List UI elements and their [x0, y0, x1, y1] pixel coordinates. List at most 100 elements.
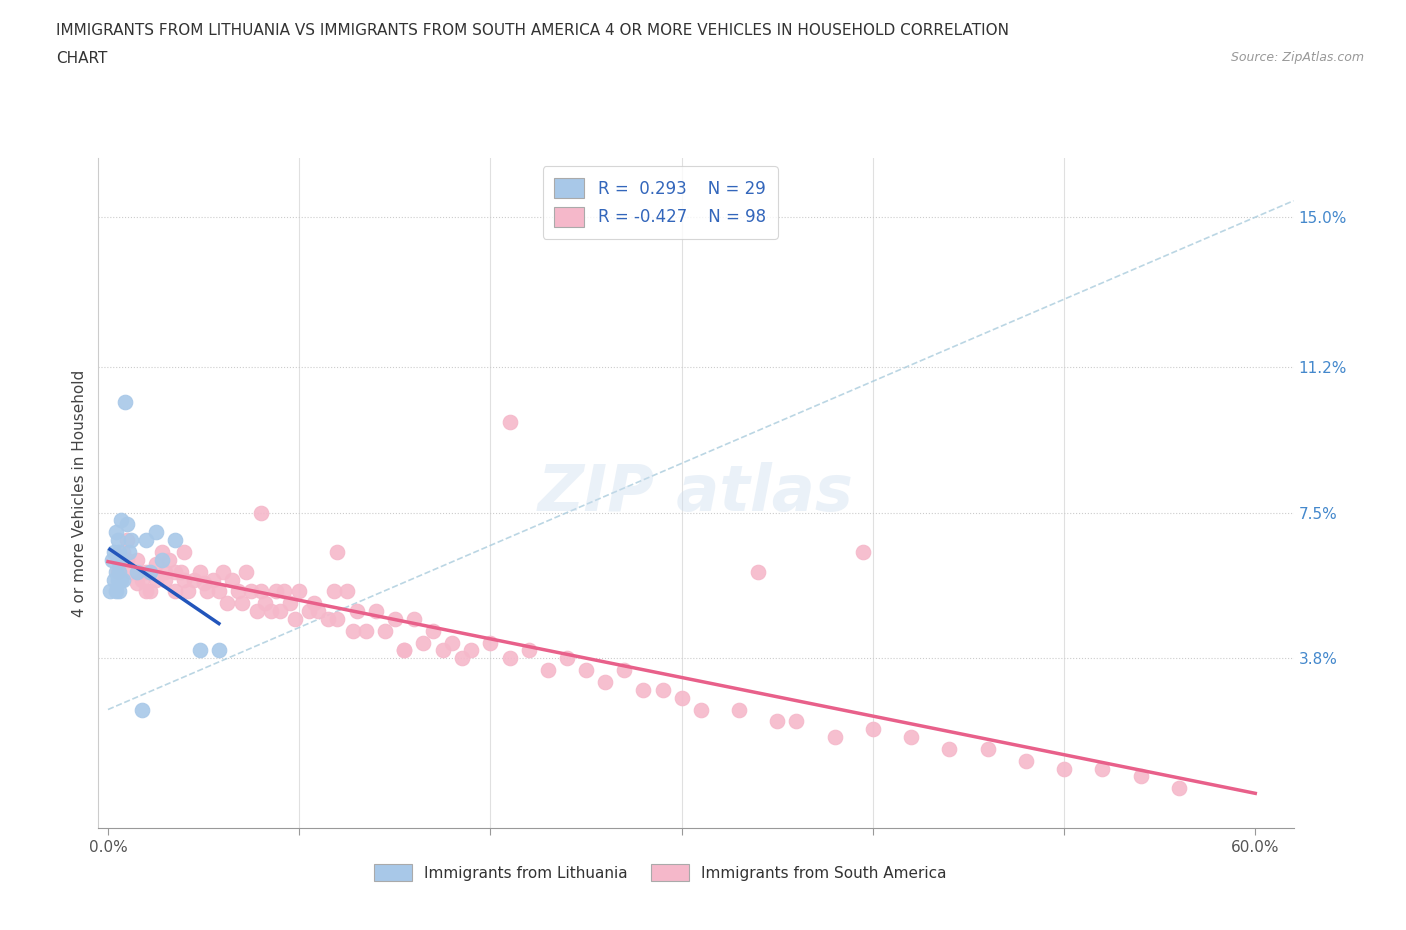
Point	[163, 533, 186, 548]
Point	[145, 556, 167, 571]
Point	[231, 596, 253, 611]
Point	[288, 584, 311, 599]
Point	[150, 552, 173, 567]
Point	[450, 651, 472, 666]
Text: ZIP atlas: ZIP atlas	[538, 462, 853, 524]
Point	[498, 415, 520, 430]
Point	[273, 584, 295, 599]
Point	[976, 741, 998, 756]
Point	[202, 572, 225, 587]
Point	[110, 572, 132, 587]
Point	[766, 714, 789, 729]
Point	[107, 552, 129, 567]
Point	[208, 584, 231, 599]
Point	[441, 635, 464, 650]
Point	[155, 565, 177, 579]
Point	[173, 545, 195, 560]
Point	[155, 572, 177, 587]
Point	[135, 533, 157, 548]
Point	[498, 651, 520, 666]
Point	[120, 533, 142, 548]
Point	[342, 623, 364, 638]
Point	[336, 584, 359, 599]
Point	[651, 683, 673, 698]
Point	[163, 584, 186, 599]
Point	[307, 604, 329, 618]
Point	[253, 596, 276, 611]
Point	[110, 513, 132, 528]
Point	[259, 604, 281, 618]
Text: Source: ZipAtlas.com: Source: ZipAtlas.com	[1230, 51, 1364, 64]
Point	[135, 584, 157, 599]
Point	[322, 584, 344, 599]
Point	[145, 572, 167, 587]
Point	[139, 565, 162, 579]
Point	[103, 572, 125, 587]
Point	[125, 576, 148, 591]
Point	[1053, 761, 1076, 776]
Point	[900, 730, 922, 745]
Point	[250, 584, 273, 599]
Point	[98, 584, 121, 599]
Point	[211, 565, 233, 579]
Point	[517, 643, 540, 658]
Point	[374, 623, 396, 638]
Point	[108, 584, 131, 599]
Point	[422, 623, 444, 638]
Point	[115, 517, 138, 532]
Point	[104, 584, 127, 599]
Point	[537, 663, 560, 678]
Point	[1091, 761, 1114, 776]
Point	[150, 545, 173, 560]
Point	[221, 572, 243, 587]
Point	[326, 612, 349, 627]
Point	[852, 545, 875, 560]
Point	[246, 604, 269, 618]
Point	[460, 643, 482, 658]
Point	[412, 635, 434, 650]
Point	[284, 612, 307, 627]
Point	[394, 643, 416, 658]
Point	[177, 584, 200, 599]
Point	[131, 702, 153, 717]
Point	[145, 525, 167, 539]
Point	[197, 584, 219, 599]
Point	[125, 552, 148, 567]
Point	[104, 525, 127, 539]
Point	[938, 741, 960, 756]
Point	[188, 565, 211, 579]
Point	[163, 565, 186, 579]
Point	[785, 714, 807, 729]
Point	[613, 663, 636, 678]
Point	[689, 702, 711, 717]
Point	[326, 545, 349, 560]
Point	[1015, 753, 1038, 768]
Point	[240, 584, 263, 599]
Point	[173, 572, 195, 587]
Point	[118, 545, 141, 560]
Point	[107, 565, 129, 579]
Point	[354, 623, 377, 638]
Point	[114, 395, 136, 410]
Point	[115, 552, 138, 567]
Point	[108, 545, 131, 560]
Point	[112, 572, 135, 587]
Legend: Immigrants from Lithuania, Immigrants from South America: Immigrants from Lithuania, Immigrants fr…	[367, 858, 953, 887]
Point	[862, 722, 884, 737]
Point	[183, 572, 205, 587]
Point	[346, 604, 368, 618]
Point	[593, 674, 616, 689]
Point	[188, 643, 211, 658]
Point	[402, 612, 425, 627]
Point	[671, 690, 693, 705]
Y-axis label: 4 or more Vehicles in Household: 4 or more Vehicles in Household	[72, 369, 87, 617]
Text: CHART: CHART	[56, 51, 108, 66]
Point	[1167, 781, 1189, 796]
Point	[103, 545, 125, 560]
Point	[120, 565, 142, 579]
Point	[235, 565, 257, 579]
Point	[107, 572, 129, 587]
Point	[364, 604, 387, 618]
Point	[135, 565, 157, 579]
Point	[728, 702, 751, 717]
